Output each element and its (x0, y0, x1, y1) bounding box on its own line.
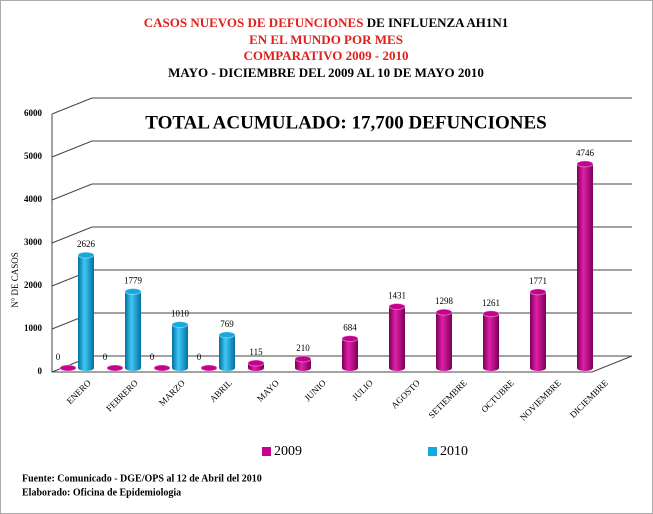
data-label: 0 (56, 352, 61, 362)
axis (51, 114, 633, 373)
bar-top (77, 251, 95, 259)
bar-base (577, 365, 593, 371)
bar (577, 163, 593, 368)
y-tick-label: 4000 (24, 194, 43, 204)
bar-base (219, 365, 235, 371)
grid-line (51, 140, 632, 158)
data-label: 1298 (435, 296, 454, 306)
chart-subtitle: MAYO - DICIEMBRE DEL 2009 AL 10 DE MAYO … (168, 65, 484, 80)
title-part: CASOS NUEVOS DE DEFUNCIONES (144, 15, 364, 30)
bar-top (247, 359, 265, 367)
bar-top (341, 335, 359, 343)
bar-top (576, 160, 594, 168)
bar-top (294, 355, 312, 363)
bar-top (388, 302, 406, 310)
bar (436, 312, 452, 368)
bar-base (295, 365, 311, 371)
bar-top (59, 364, 77, 372)
bar-top (106, 364, 124, 372)
y-tick-label: 3000 (24, 237, 43, 247)
bar (342, 338, 358, 368)
bar-base (172, 365, 188, 371)
chart-title: EN EL MUNDO POR MES (249, 32, 403, 47)
bar (172, 324, 188, 368)
legend-label: 2010 (440, 444, 468, 459)
bar (219, 334, 235, 368)
bar-base (483, 365, 499, 371)
bar-top (218, 331, 236, 339)
bar-base (125, 365, 141, 371)
y-tick-label: 5000 (24, 151, 43, 161)
y-tick-label: 1000 (24, 323, 43, 333)
bar-base (389, 365, 405, 371)
bar-base (530, 365, 546, 371)
legend-swatch (428, 447, 437, 456)
data-label: 2626 (77, 239, 96, 249)
grid-line (51, 97, 632, 115)
data-label: 210 (296, 343, 310, 353)
bar-base (78, 365, 94, 371)
data-label: 0 (150, 352, 155, 362)
data-label: 0 (197, 352, 202, 362)
footer: Elaborado: Oficina de Epidemiologia (22, 487, 181, 498)
bar-base (342, 365, 358, 371)
y-tick-label: 6000 (24, 108, 43, 118)
data-label: 1779 (124, 276, 143, 286)
data-label: 1431 (388, 291, 406, 301)
data-label: 769 (220, 319, 234, 329)
data-label: 684 (343, 323, 357, 333)
data-label: 1010 (171, 309, 190, 319)
bar (483, 313, 499, 368)
bar (125, 291, 141, 368)
bar (389, 306, 405, 368)
y-tick-label: 2000 (24, 280, 43, 290)
y-tick-label: 0 (38, 366, 43, 376)
bar-base (248, 365, 264, 371)
legend-label: 2009 (274, 444, 302, 459)
bar-top (153, 364, 171, 372)
data-label: 1771 (529, 276, 547, 286)
title-part: DE INFLUENZA AH1N1 (367, 15, 509, 30)
bar-base (436, 365, 452, 371)
bar-top (435, 308, 453, 316)
chart-title: CASOS NUEVOS DE DEFUNCIONES DE INFLUENZA… (144, 15, 509, 30)
footer: Fuente: Comunicado - DGE/OPS al 12 de Ab… (22, 473, 262, 484)
bar-top (200, 364, 218, 372)
chart-title: COMPARATIVO 2009 - 2010 (244, 48, 409, 63)
legend-swatch (262, 447, 271, 456)
bar-top (124, 288, 142, 296)
bar-top (171, 321, 189, 329)
grid-line (51, 183, 632, 201)
grid-line (51, 226, 632, 244)
data-label: 115 (249, 347, 263, 357)
bar-top (482, 310, 500, 318)
data-label: 0 (103, 352, 108, 362)
bar (295, 358, 311, 368)
data-label: 4746 (576, 148, 595, 158)
bar (530, 291, 546, 368)
annotation: TOTAL ACUMULADO: 17,700 DEFUNCIONES (145, 112, 547, 133)
bar (78, 255, 94, 368)
data-label: 1261 (482, 298, 500, 308)
bar-top (529, 288, 547, 296)
y-axis-label: N° DE CASOS (10, 252, 20, 308)
